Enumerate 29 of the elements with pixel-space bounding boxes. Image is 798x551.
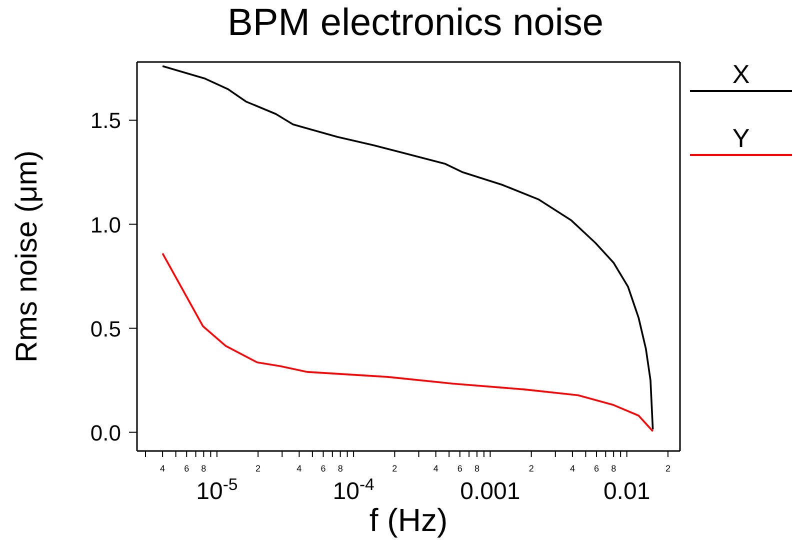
text: 8 (201, 463, 206, 474)
y-tick-label: 1.5 (90, 108, 121, 134)
text: 4 (433, 463, 438, 474)
text: 6 (184, 463, 190, 474)
x-tick-label: 0.01 (603, 478, 650, 505)
text: 6 (320, 463, 326, 474)
text: 4 (160, 463, 166, 474)
y-tick-label: 0.5 (90, 316, 121, 342)
text: 8 (611, 463, 616, 474)
text: 2 (665, 463, 670, 474)
text: 2 (392, 463, 398, 474)
x-tick-label: 10$^{-4}$ (332, 474, 374, 505)
text: 2 (256, 463, 261, 474)
text: 8 (474, 463, 480, 474)
text: 4 (570, 463, 575, 474)
chart-title: BPM electronics noise (226, 2, 604, 45)
y-axis-title: Rms noise (μm) (10, 150, 44, 363)
text: 6 (594, 463, 600, 474)
x-axis-title: f (Hz) (369, 502, 448, 538)
text: Y (732, 123, 750, 153)
text: 4 (296, 463, 302, 474)
y-tick-label: 0.0 (90, 420, 121, 446)
x-tick-label: 10$^{-5}$ (196, 474, 238, 505)
text: 2 (528, 463, 534, 474)
y-tick-label: 1.0 (90, 212, 121, 238)
text: 6 (457, 463, 462, 474)
text: X (732, 59, 750, 89)
x-tick-label: 0.001 (460, 478, 520, 505)
text: 8 (338, 463, 343, 474)
